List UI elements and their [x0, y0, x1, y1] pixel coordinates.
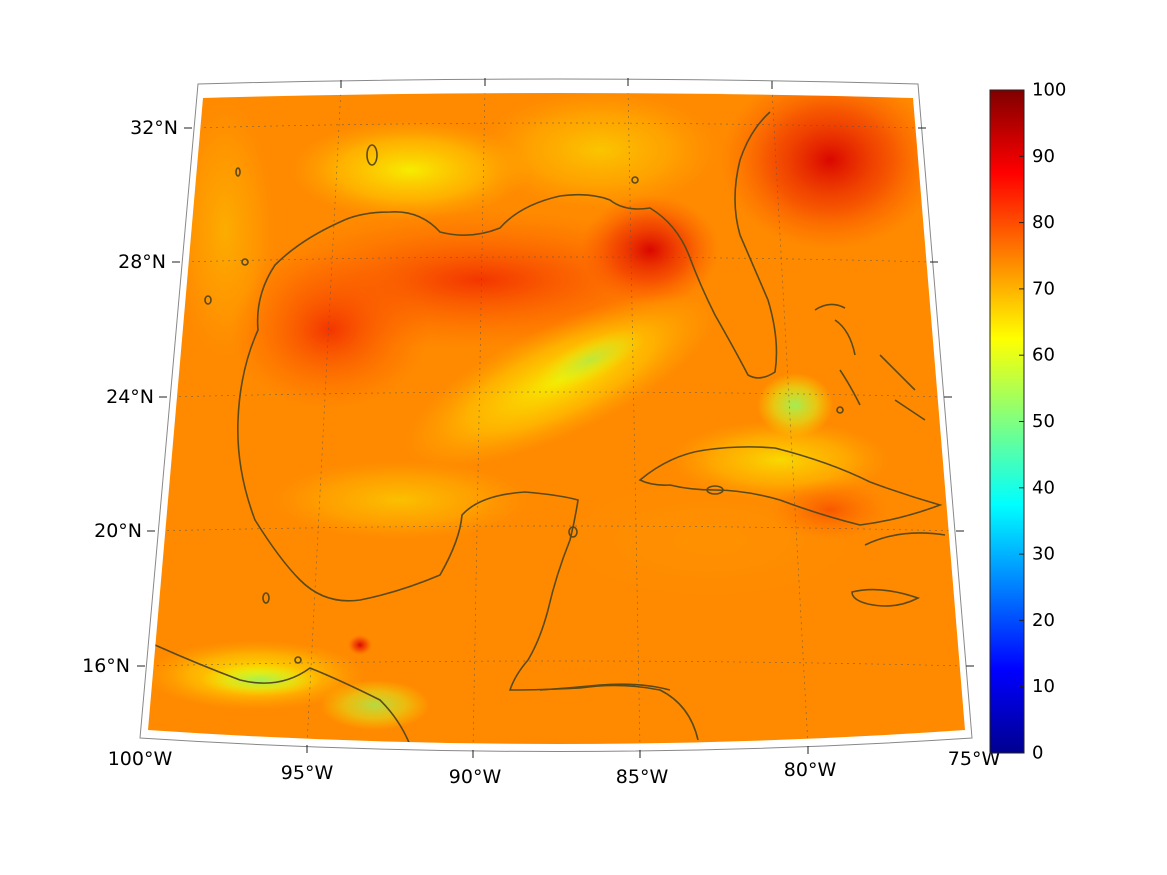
colorbar-tick-label: 90: [1032, 146, 1055, 167]
colorbar-tick-label: 30: [1032, 544, 1055, 565]
colorbar-tick-label: 0: [1032, 743, 1043, 764]
colorbar-tick-label: 10: [1032, 676, 1055, 697]
frame-ticks: [137, 78, 974, 758]
colorbar-tick-label: 20: [1032, 610, 1055, 631]
colorbar-tick-label: 70: [1032, 278, 1055, 299]
lat-label: 32°N: [130, 117, 178, 139]
colorbar: [989, 89, 1025, 754]
coastlines: [154, 111, 946, 744]
colorbar-tick-label: 40: [1032, 477, 1055, 498]
lon-label: 100°W: [108, 748, 173, 770]
map-frame: [139, 78, 973, 752]
lat-label: 24°N: [106, 386, 154, 408]
lat-label: 28°N: [118, 251, 166, 273]
colorbar-tick-label: 60: [1032, 345, 1055, 366]
lon-label: 95°W: [281, 762, 334, 784]
heat-field: [148, 93, 965, 744]
graticule: [148, 93, 965, 744]
lon-label: 85°W: [616, 766, 669, 788]
colorbar-tick-label: 100: [1032, 80, 1066, 101]
lat-label: 16°N: [82, 655, 130, 677]
lon-label: 80°W: [784, 759, 837, 781]
lon-label: 75°W: [948, 748, 1001, 770]
lon-label: 90°W: [449, 766, 502, 788]
colorbar-tick-label: 50: [1032, 411, 1055, 432]
lat-label: 20°N: [94, 520, 142, 542]
colorbar-tick-label: 80: [1032, 212, 1055, 233]
